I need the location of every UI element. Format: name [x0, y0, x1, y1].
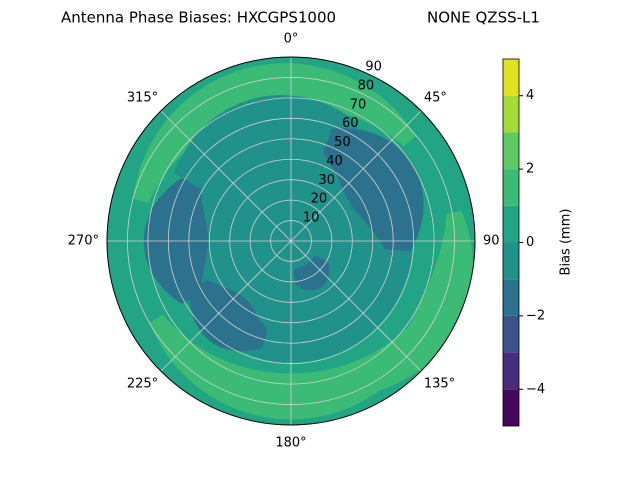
r-tick-label: 10 [303, 211, 320, 226]
colorbar-band [503, 315, 519, 353]
contour-region [190, 279, 268, 352]
r-tick-label: 60 [342, 116, 359, 131]
contour-region [133, 63, 417, 203]
colorbar-band [503, 389, 519, 426]
grid-spoke [160, 240, 292, 372]
contour-region [323, 128, 424, 252]
theta-tick-label: 225° [127, 376, 158, 391]
colorbar-band [503, 169, 519, 206]
polar-frame [106, 56, 476, 426]
contour-region [149, 314, 433, 420]
theta-tick-label: 315° [127, 91, 158, 106]
theta-tick-label: 270° [68, 234, 99, 249]
colorbar-tick-label: 4 [526, 88, 534, 103]
contour-region [369, 210, 473, 392]
r-tick-label: 40 [326, 154, 343, 169]
colorbar-band [503, 132, 519, 170]
theta-tick-label: 180° [275, 436, 306, 451]
r-tick-label: 80 [358, 78, 375, 93]
r-tick-label: 70 [350, 97, 367, 112]
colorbar-tick-label: −2 [526, 308, 545, 323]
grid-spoke [290, 240, 422, 372]
contour-region [173, 95, 359, 180]
colorbar-tick-label: −4 [526, 382, 545, 397]
grid-spoke [290, 110, 422, 242]
chart-title: Antenna Phase Biases: HXCGPS1000 [61, 9, 336, 27]
colorbar-band [503, 95, 519, 133]
r-tick-label: 90 [365, 60, 382, 75]
theta-tick-label: 135° [424, 376, 455, 391]
colorbar-band [503, 205, 519, 243]
r-tick-label: 30 [318, 173, 335, 188]
chart-subtitle: NONE QZSS-L1 [427, 9, 540, 27]
colorbar-tick-label: 2 [526, 162, 534, 177]
theta-tick-label: 45° [424, 91, 447, 106]
theta-tick-label: 0° [284, 32, 299, 47]
colorbar-band [503, 242, 519, 280]
colorbar-band [503, 279, 519, 316]
colorbar-band [503, 59, 519, 96]
colorbar-band [503, 352, 519, 390]
theta-tick-label: 90 [483, 234, 500, 249]
grid-spoke [160, 110, 292, 242]
colorbar-tick-label: 0 [526, 235, 534, 250]
r-tick-label: 50 [334, 135, 351, 150]
colorbar-label: Bias (mm) [559, 209, 574, 276]
r-tick-label: 20 [311, 192, 328, 207]
